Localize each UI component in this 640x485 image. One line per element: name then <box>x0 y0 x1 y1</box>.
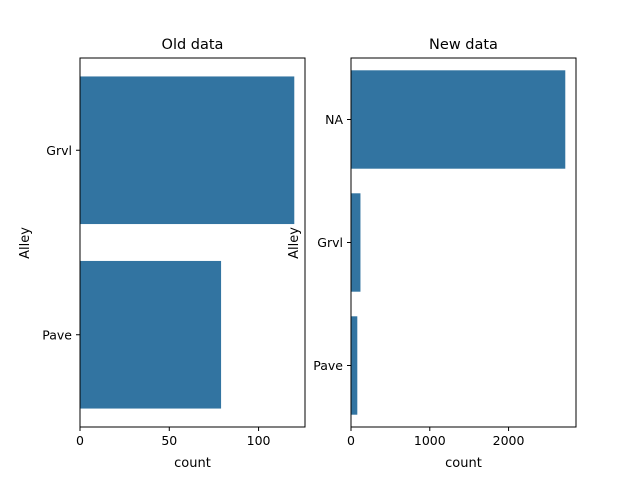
x-axis-label: count <box>445 456 482 471</box>
x-axis-label: count <box>174 456 211 471</box>
bars <box>80 76 295 409</box>
bar-pave <box>80 260 222 409</box>
y-ticks: Grvl Pave <box>42 143 80 342</box>
y-tick-label: Pave <box>42 327 72 342</box>
chart-title: New data <box>429 37 498 53</box>
x-ticks: 0 50 100 <box>76 427 271 448</box>
x-tick-label: 0 <box>76 433 84 448</box>
x-tick-label: 0 <box>347 433 355 448</box>
bar-na <box>351 70 566 169</box>
plot-frame <box>79 57 306 428</box>
x-tick-label: 100 <box>247 433 271 448</box>
y-axis-label: Alley <box>18 227 33 259</box>
x-tick-label: 2000 <box>493 433 525 448</box>
y-ticks: NA Grvl Pave <box>313 112 351 373</box>
bar-grvl <box>351 193 361 292</box>
bar-pave <box>351 316 358 415</box>
plot-frame <box>350 57 577 428</box>
bars <box>351 70 566 415</box>
chart-title: Old data <box>162 37 224 53</box>
y-tick-label: Grvl <box>317 235 343 250</box>
new-data-chart: New data Alley count NA Grvl Pave 0 1000 200… <box>287 37 577 471</box>
x-ticks: 0 1000 2000 <box>347 427 525 448</box>
old-data-chart: Old data Alley count Grvl Pave 0 50 100 <box>18 37 306 471</box>
y-tick-label: Pave <box>313 358 343 373</box>
y-tick-label: Grvl <box>46 143 72 158</box>
x-tick-label: 1000 <box>414 433 446 448</box>
y-tick-label: NA <box>325 112 343 127</box>
bar-grvl <box>80 76 295 225</box>
x-tick-label: 50 <box>161 433 177 448</box>
y-axis-label: Alley <box>287 227 302 259</box>
